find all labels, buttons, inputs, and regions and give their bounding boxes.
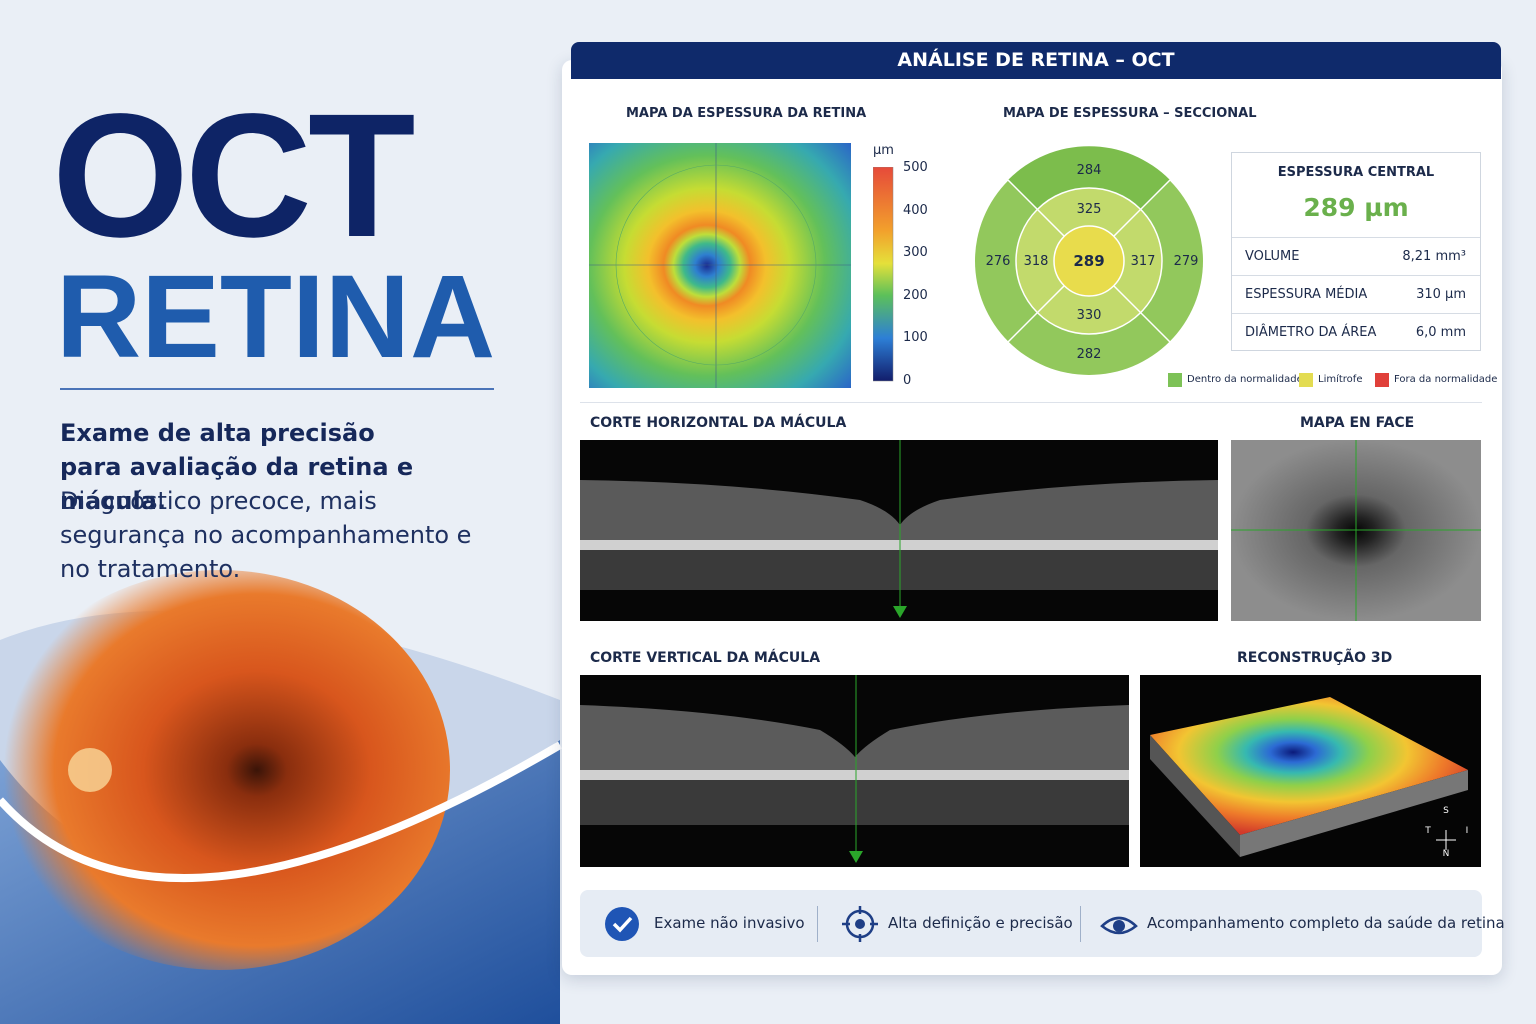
reconstruction-3d: S T I N: [1140, 675, 1481, 867]
scale-label: 400: [903, 202, 928, 218]
vertical-scan: [580, 675, 1129, 867]
hero-lead: Exame de alta precisão para avaliação da…: [60, 419, 414, 515]
hero-title: OCT: [52, 78, 416, 274]
summary-row: ESPESSURA MÉDIA 310 µm: [1232, 275, 1480, 313]
legend-swatch: [1375, 373, 1389, 387]
summary-title: ESPESSURA CENTRAL: [1277, 165, 1435, 180]
en-face-image: [1231, 440, 1481, 621]
section-title: CORTE HORIZONTAL DA MÁCULA: [590, 415, 847, 431]
features-bar: Exame não invasivo Alta definição e prec…: [580, 890, 1505, 957]
orientation-label: T: [1424, 826, 1431, 836]
legend-label: Fora da normalidade: [1394, 374, 1498, 385]
check-icon: [605, 907, 639, 941]
feature-text: Acompanhamento completo da saúde da reti…: [1147, 914, 1505, 932]
summary-value: 289 µm: [1303, 193, 1409, 222]
row-value: 6,0 mm: [1415, 325, 1466, 340]
legend-swatch: [1168, 373, 1182, 387]
legend-label: Dentro da normalidade: [1187, 374, 1303, 385]
sectoral-map: 284 279 282 276 325 317 330 318 289: [975, 146, 1203, 375]
feature-text: Exame não invasivo: [654, 914, 805, 932]
separator: [1080, 906, 1081, 942]
scale-unit: µm: [873, 143, 894, 158]
section-title: MAPA EN FACE: [1300, 415, 1415, 431]
row-label: ESPESSURA MÉDIA: [1245, 287, 1368, 302]
thickness-map: [589, 143, 851, 388]
row-value: 8,21 mm³: [1402, 249, 1466, 264]
sector-value: 330: [1077, 308, 1102, 323]
legend-label: Limítrofe: [1318, 374, 1363, 385]
summary-row: VOLUME 8,21 mm³: [1232, 237, 1480, 275]
divider: [580, 402, 1482, 403]
sector-value: 325: [1077, 202, 1102, 217]
orientation-label: I: [1466, 826, 1469, 836]
sector-value: 317: [1131, 254, 1156, 269]
row-label: VOLUME: [1245, 249, 1300, 264]
section-title: CORTE VERTICAL DA MÁCULA: [590, 650, 821, 666]
color-scale: [873, 167, 894, 382]
section-title: MAPA DA ESPESSURA DA RETINA: [626, 106, 867, 121]
eye-icon: [1100, 916, 1138, 935]
scale-label: 200: [903, 287, 928, 303]
row-value: 310 µm: [1416, 287, 1466, 302]
legend-swatch: [1299, 373, 1313, 387]
hero-subtitle: RETINA: [56, 251, 496, 383]
horizontal-scan: [580, 440, 1218, 621]
row-label: DIÂMETRO DA ÁREA: [1245, 325, 1377, 340]
sector-value: 279: [1174, 254, 1199, 269]
section-title: MAPA DE ESPESSURA – SECCIONAL: [1003, 106, 1257, 121]
sector-value: 318: [1024, 254, 1049, 269]
sector-value: 282: [1077, 347, 1102, 362]
orientation-label: N: [1443, 849, 1450, 859]
hero-body: Diagnóstico precoce, mais segurança no a…: [60, 487, 472, 583]
feature-text: Alta definição e precisão: [888, 914, 1073, 932]
summary-box: ESPESSURA CENTRAL 289 µm VOLUME 8,21 mm³ E…: [1231, 152, 1481, 351]
scale-label: 500: [903, 160, 928, 175]
summary-row: DIÂMETRO DA ÁREA 6,0 mm: [1232, 313, 1480, 351]
orientation-label: S: [1443, 806, 1449, 816]
section-title: RECONSTRUÇÃO 3D: [1237, 650, 1393, 666]
scale-label: 300: [903, 245, 928, 261]
scale-label: 100: [903, 330, 928, 346]
divider: [60, 388, 494, 390]
scale-label: 0: [903, 373, 912, 388]
sector-value: 276: [986, 254, 1011, 269]
sector-value: 284: [1077, 163, 1102, 178]
card-title: ANÁLISE DE RETINA – OCT: [571, 42, 1501, 79]
target-icon: [842, 906, 878, 942]
separator: [817, 906, 818, 942]
sector-value: 289: [1073, 252, 1104, 270]
